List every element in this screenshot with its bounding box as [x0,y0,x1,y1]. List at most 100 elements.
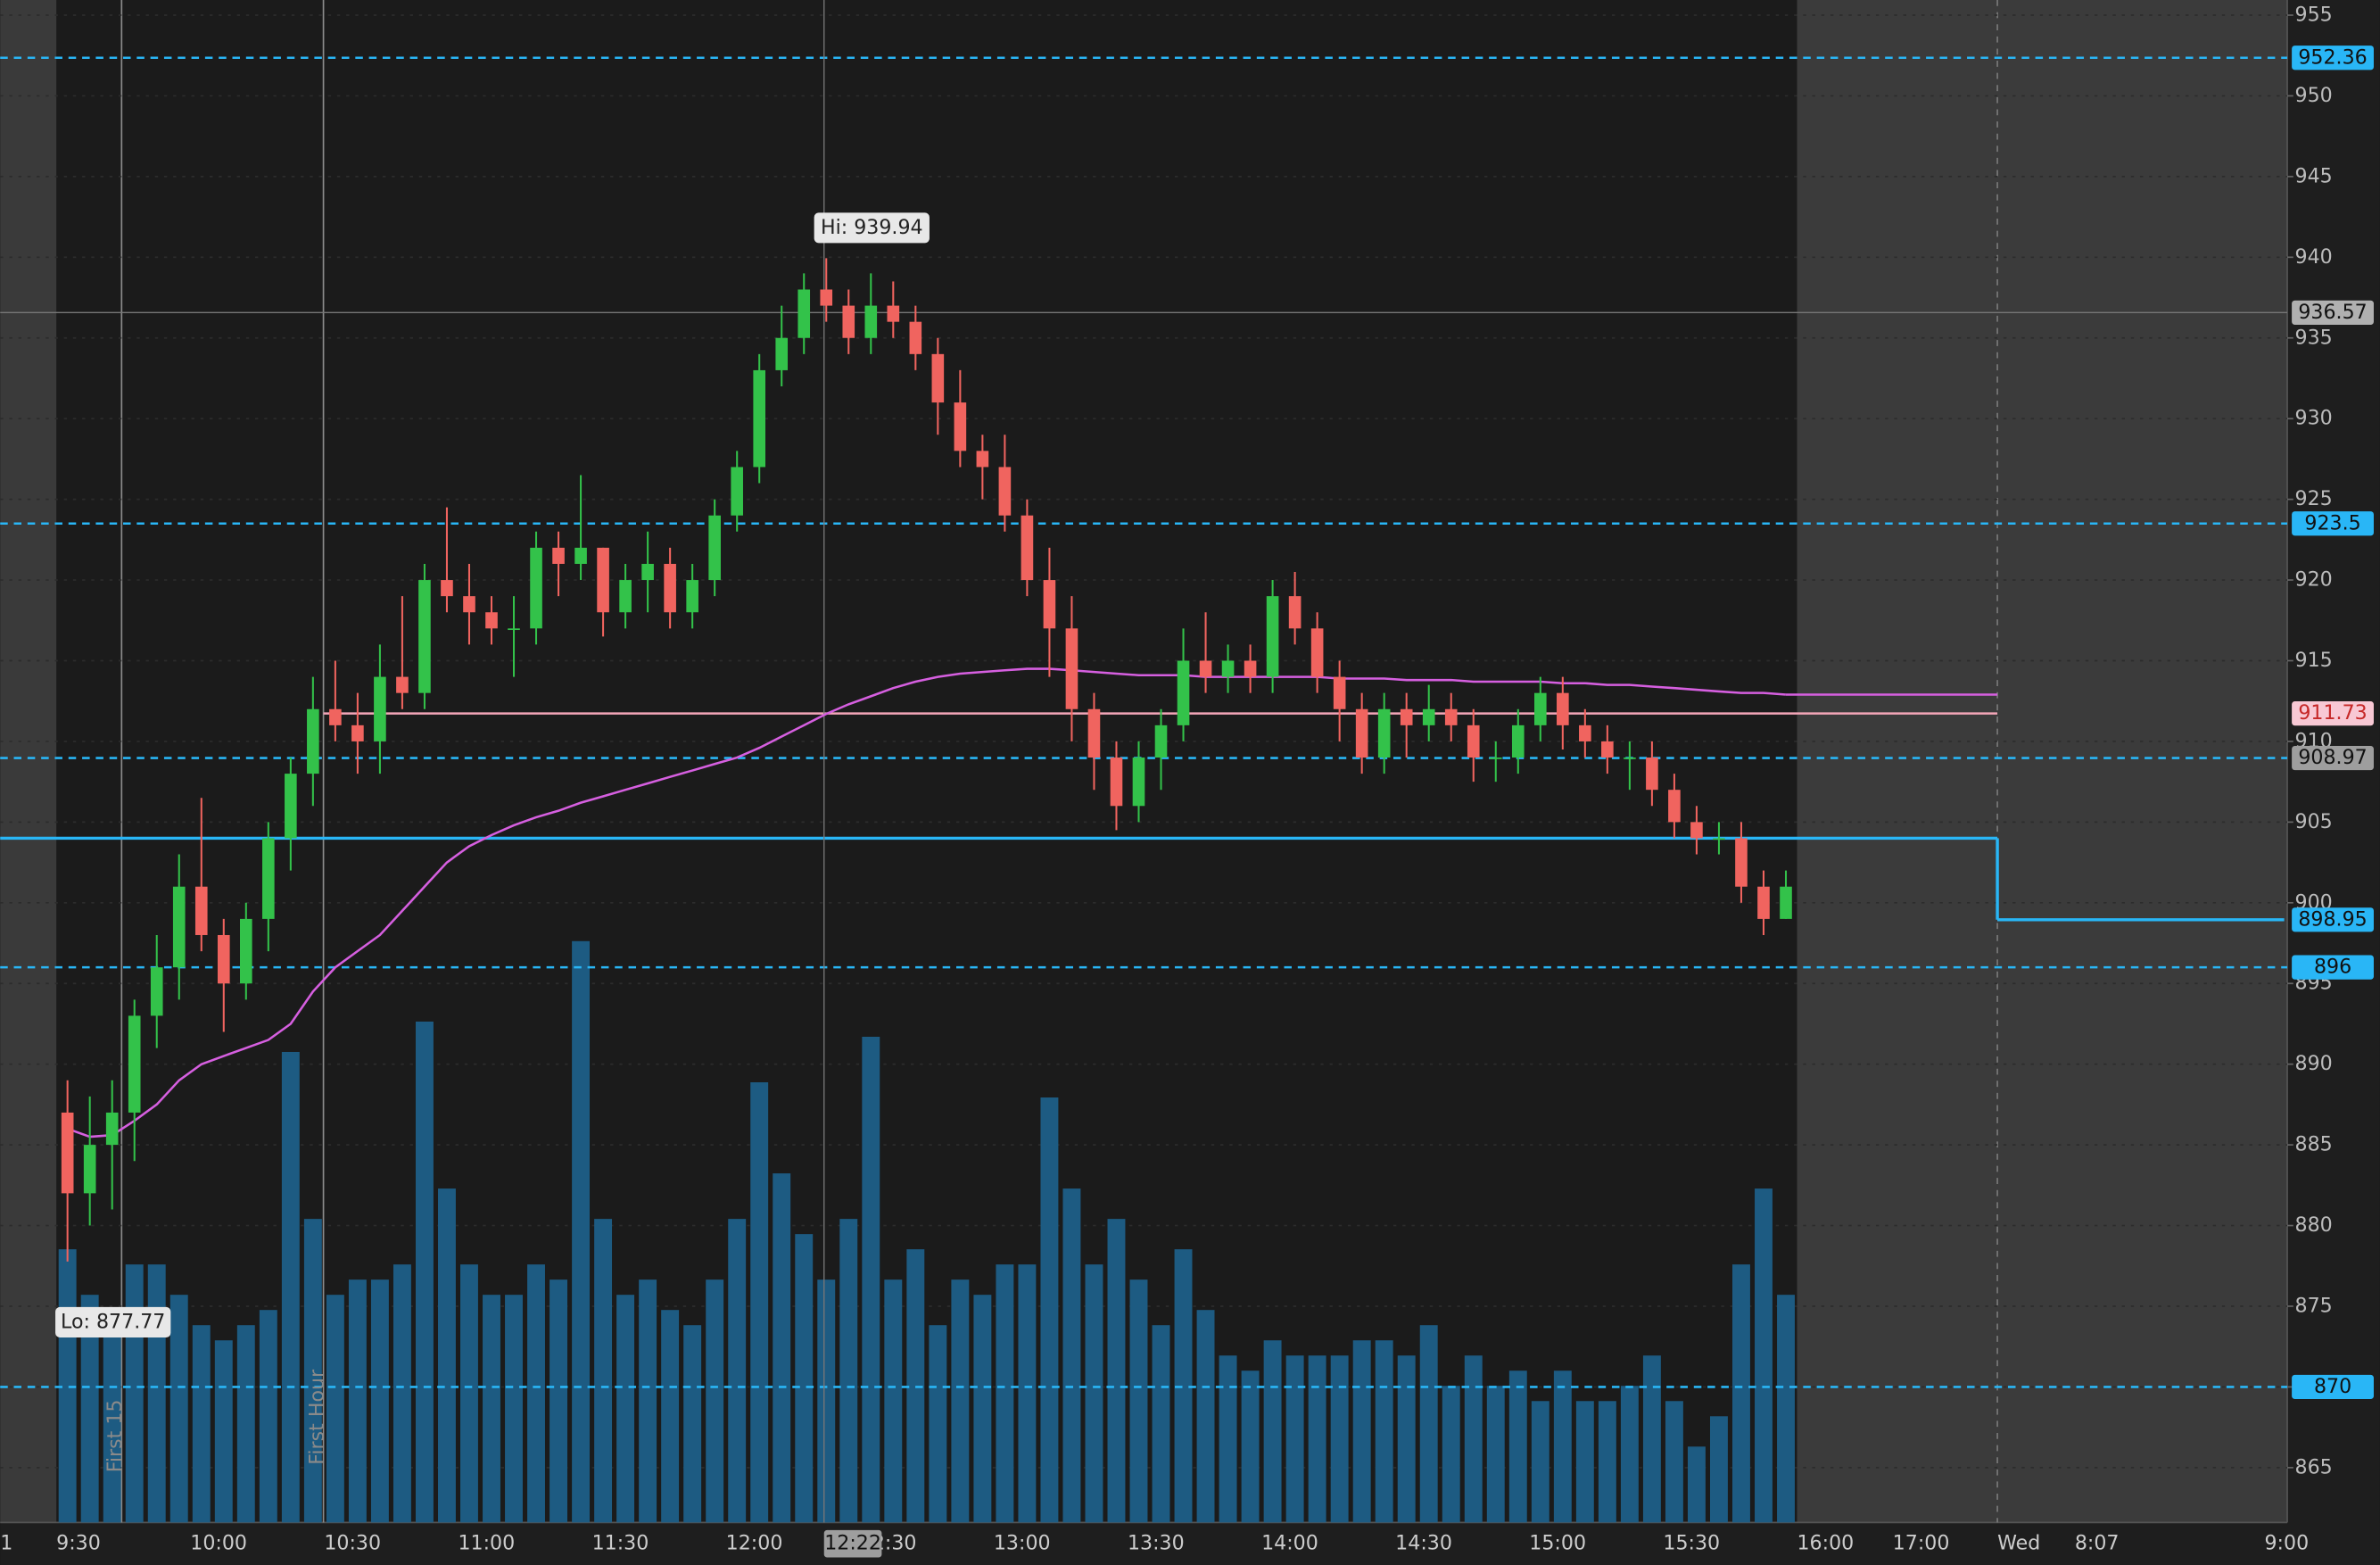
candle-body [1132,758,1145,807]
volume-bar [370,1279,389,1523]
x-tick-label: 9:00 [2264,1532,2309,1555]
price-axis [2287,0,2380,1565]
volume-bar [527,1264,545,1523]
volume-bar [1352,1340,1371,1523]
candle-body [1199,660,1212,677]
x-tick-label: 14:00 [1261,1532,1318,1555]
volume-bar [1464,1355,1483,1523]
volume-bar [929,1325,947,1523]
candle-body [1579,725,1591,741]
candle-body [887,305,900,322]
volume-bar [951,1279,970,1523]
price-label-box [2292,745,2374,771]
x-tick-label: 9:30 [56,1532,101,1555]
y-tick-label: 945 [2295,164,2333,187]
volume-bar [996,1264,1014,1523]
volume-bar [1040,1097,1059,1523]
x-tick-label: 8:07 [2075,1532,2120,1555]
volume-bar [1308,1355,1326,1523]
volume-bar [706,1279,724,1523]
y-tick-label: 890 [2295,1052,2333,1075]
candle-body [976,451,989,468]
volume-bar [1196,1310,1215,1523]
volume-bar [1486,1386,1505,1523]
y-tick-label: 885 [2295,1133,2333,1156]
crosshair-time-box [823,1529,882,1558]
candle-body [1043,580,1056,629]
vwap-line [67,667,1787,1139]
candle-body [239,918,252,984]
x-tick-label: 15:30 [1663,1532,1720,1555]
x-tick-label: 16:00 [1797,1532,1855,1555]
x-tick-label: Wed [1997,1532,2040,1555]
volume-bar [505,1295,523,1523]
volume-bar [817,1279,836,1523]
candle-body [374,676,386,741]
study-label: First Hour [305,1369,328,1465]
volume-bar [1531,1401,1549,1523]
volume-bar [1219,1355,1237,1523]
volume-bar [1553,1370,1572,1523]
candle-body [150,967,163,1016]
candle-body [1735,838,1748,887]
price-label: 898.95 [2298,907,2367,931]
volume-bar [550,1279,568,1523]
volume-bar [1665,1401,1683,1523]
candle-body [217,934,230,984]
price-label: 923.5 [2304,511,2360,534]
candle-body [1557,692,1569,725]
candle-body [686,580,698,613]
candle-body [463,596,475,613]
candle-body [954,402,967,451]
price-label-box [2292,511,2374,536]
x-tick-label: 15:00 [1529,1532,1586,1555]
candle-body [172,886,186,968]
crosshair-time: 12:22 [824,1532,881,1555]
x-tick-label: 13:30 [1128,1532,1185,1555]
candle-body [1422,708,1435,725]
hi-label: Hi: 939.94 [821,216,923,239]
volume-bar [1152,1325,1170,1523]
volume-bar [1642,1355,1661,1523]
volume-bar [616,1295,635,1523]
volume-bar [572,940,591,1523]
volume-bar [192,1325,211,1523]
candle-body [1511,725,1525,758]
y-tick-label: 920 [2295,568,2333,592]
volume-bar [483,1295,500,1523]
candle-body [396,676,409,693]
candle-body [731,467,743,516]
volume-bar [1755,1188,1773,1523]
candle-body [1021,515,1034,581]
candle-body [1690,822,1703,839]
candle-body [1221,660,1235,677]
volume-bar [1285,1355,1304,1523]
volume-bar [393,1264,411,1523]
x-tick-label: 12:00 [726,1532,783,1555]
candle-body [820,289,833,306]
volume-bar [460,1264,478,1523]
y-tick-label: 875 [2295,1294,2333,1317]
volume-bar [1709,1416,1728,1523]
y-tick-label: 930 [2295,407,2333,430]
candle-body [1444,708,1458,725]
afterhours-shade [1797,0,2288,1523]
volume-bar [1620,1386,1639,1523]
candle-body [909,321,922,354]
candle-body [1154,725,1168,758]
y-tick-label: 880 [2295,1213,2333,1237]
candle-body [708,515,721,581]
candle-body [864,305,878,338]
y-tick-label: 940 [2295,245,2333,269]
volume-bar [415,1021,434,1523]
volume-bar [661,1310,680,1523]
candle-body [485,612,498,629]
volume-bar [438,1188,456,1523]
candle-body [128,1015,141,1113]
y-tick-label: 905 [2295,810,2333,833]
volume-bar [884,1279,903,1523]
volume-bar [839,1219,858,1523]
candle-body [1377,708,1391,758]
candle-body [1288,596,1302,629]
